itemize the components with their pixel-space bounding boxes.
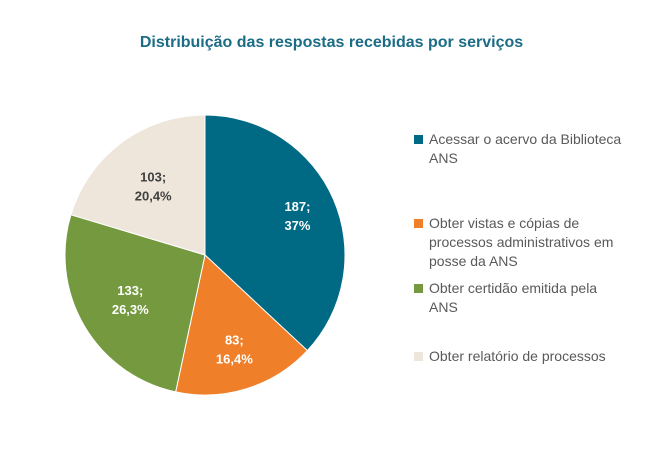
legend-item: Obter vistas e cópias de processos admin… <box>414 214 634 271</box>
data-label: 37% <box>284 218 310 233</box>
legend-item: Obter relatório de processos <box>414 347 654 366</box>
pie-slice <box>64 214 206 393</box>
data-label: 187; <box>284 199 310 214</box>
legend-label: Obter vistas e cópias de processos admin… <box>429 215 614 269</box>
data-label: 103; <box>140 169 166 184</box>
legend-swatch <box>414 284 423 293</box>
legend-label: Acessar o acervo da Biblioteca ANS <box>429 131 622 166</box>
data-label: 20,4% <box>135 188 172 203</box>
data-label: 16,4% <box>216 351 253 366</box>
chart-title: Distribuição das respostas recebidas por… <box>139 34 524 51</box>
legend-swatch <box>414 352 423 361</box>
pie-slice <box>70 114 206 256</box>
legend-label: Obter certidão emitida pela ANS <box>429 280 598 315</box>
legend-swatch <box>414 219 423 228</box>
legend: Acessar o acervo da Biblioteca ANS Obter … <box>414 130 654 366</box>
legend-swatch <box>414 135 423 144</box>
data-label: 133; <box>117 283 143 298</box>
pie-slice <box>204 114 346 352</box>
legend-label: Obter relatório de processos <box>429 348 606 364</box>
pie-slice <box>175 254 309 396</box>
legend-item: Acessar o acervo da Biblioteca ANS <box>414 130 644 168</box>
legend-item: Obter certidão emitida pela ANS <box>414 279 619 317</box>
data-label: 26,3% <box>112 302 149 317</box>
data-label: 83; <box>225 332 244 347</box>
